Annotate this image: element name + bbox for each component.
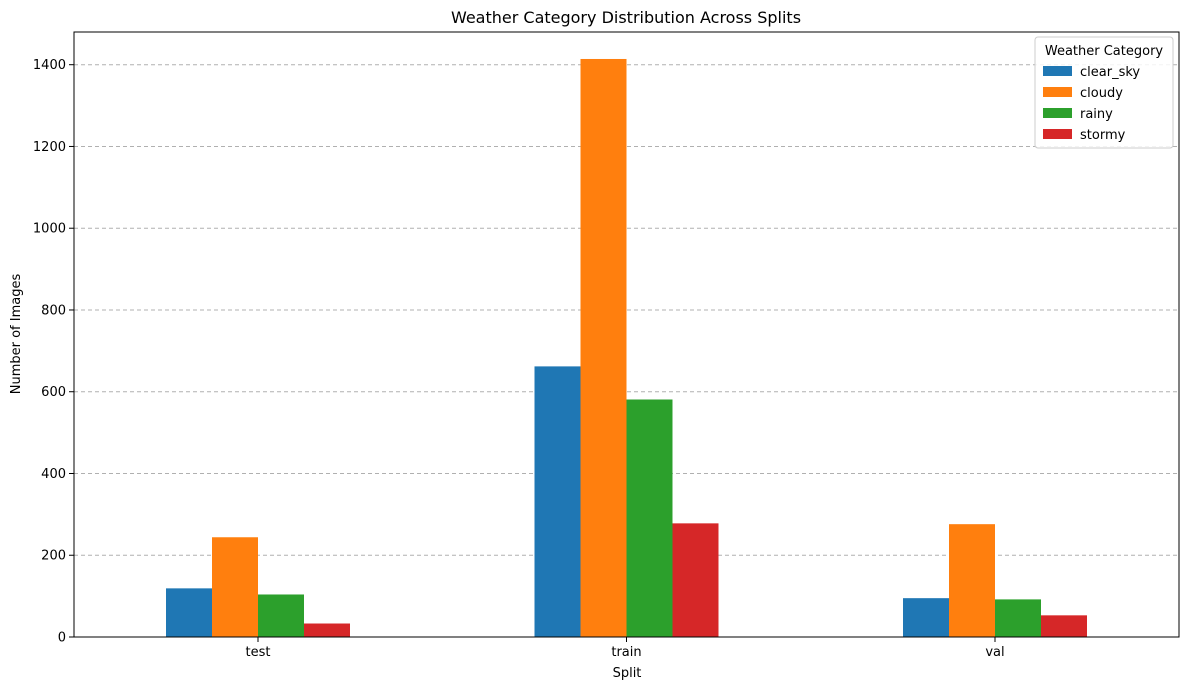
x-tick-label: val bbox=[985, 645, 1004, 660]
legend-swatch-cloudy bbox=[1043, 87, 1072, 97]
y-tick-label: 1400 bbox=[33, 58, 66, 73]
y-tick-label: 400 bbox=[41, 467, 66, 482]
legend-swatch-clear_sky bbox=[1043, 66, 1072, 76]
x-tick-label: test bbox=[246, 645, 271, 660]
legend-swatch-stormy bbox=[1043, 129, 1072, 139]
legend-title: Weather Category bbox=[1045, 44, 1164, 59]
bar-cloudy-test bbox=[212, 537, 258, 637]
x-axis-label: Split bbox=[613, 666, 642, 681]
bar-rainy-val bbox=[995, 599, 1041, 637]
bar-clear_sky-train bbox=[534, 366, 581, 637]
legend-label-rainy: rainy bbox=[1080, 107, 1113, 122]
legend-label-stormy: stormy bbox=[1080, 128, 1126, 143]
bar-rainy-test bbox=[258, 594, 304, 637]
y-tick-label: 200 bbox=[41, 549, 66, 564]
bar-rainy-train bbox=[626, 399, 673, 637]
bar-stormy-train bbox=[672, 523, 719, 637]
y-gridlines bbox=[74, 64, 1179, 556]
legend-label-cloudy: cloudy bbox=[1080, 86, 1123, 101]
bar-stormy-val bbox=[1041, 615, 1087, 637]
legend-swatch-rainy bbox=[1043, 108, 1072, 118]
y-tick-label: 800 bbox=[41, 303, 66, 318]
x-tick-label: train bbox=[611, 645, 641, 660]
bar-clear_sky-val bbox=[903, 598, 949, 637]
y-axis-label: Number of Images bbox=[9, 274, 24, 395]
y-tick-label: 0 bbox=[58, 631, 66, 646]
y-axis-ticks: 0 200 400 600 800 1000 1200 1400 bbox=[33, 58, 74, 646]
y-tick-label: 600 bbox=[41, 385, 66, 400]
bar-stormy-test bbox=[304, 623, 350, 637]
bar-cloudy-train bbox=[580, 58, 627, 637]
chart-title: Weather Category Distribution Across Spl… bbox=[451, 8, 801, 27]
y-tick-label: 1200 bbox=[33, 140, 66, 155]
y-tick-label: 1000 bbox=[33, 222, 66, 237]
x-axis-ticks: test train val bbox=[246, 637, 1005, 660]
bar-cloudy-val bbox=[949, 524, 995, 637]
bars-group bbox=[166, 58, 1087, 637]
bar-clear_sky-test bbox=[166, 588, 212, 637]
legend-box bbox=[1034, 36, 1174, 149]
legend-label-clear_sky: clear_sky bbox=[1080, 65, 1140, 80]
